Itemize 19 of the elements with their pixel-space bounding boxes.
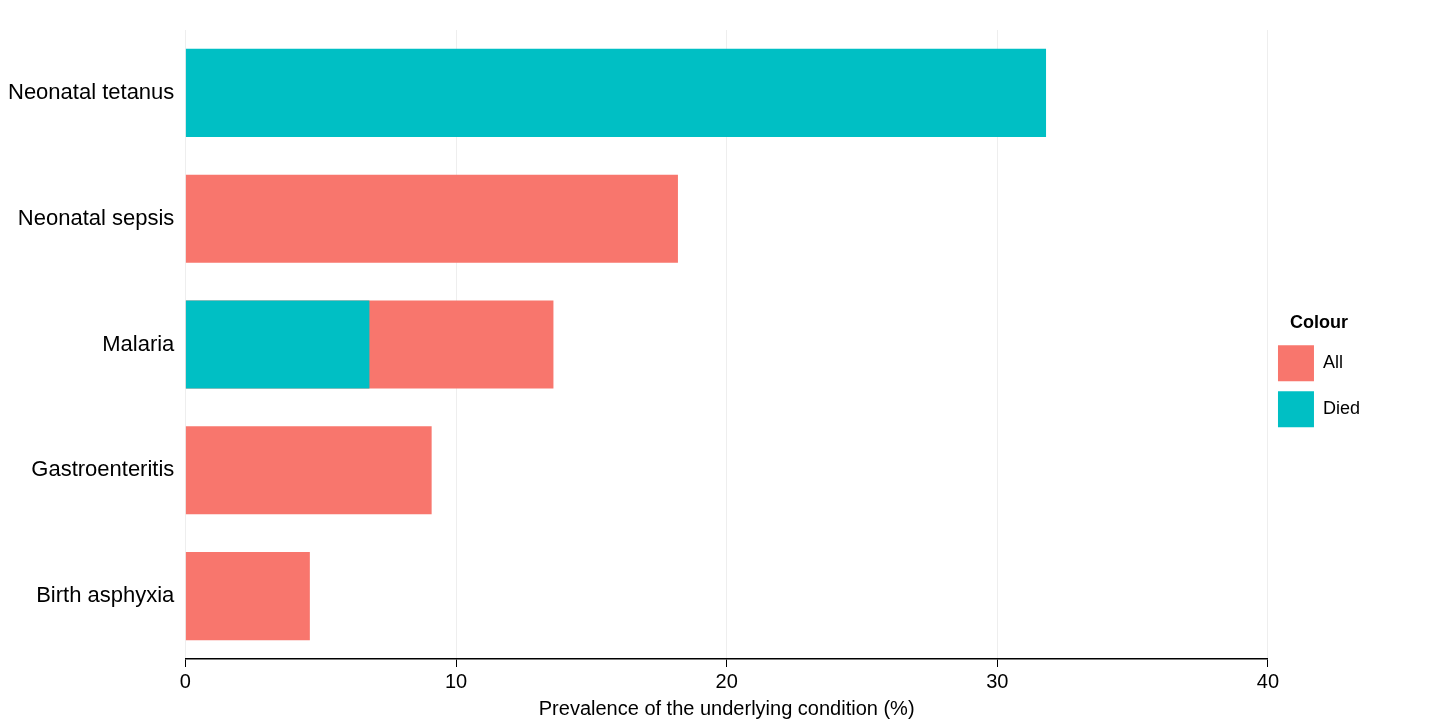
y-tick-label: Neonatal sepsis (17, 204, 175, 230)
y-tick-label: Malaria (102, 330, 176, 356)
y-tick-label: Neonatal tetanus (8, 78, 175, 104)
bar (185, 552, 310, 641)
legend-title: Colour (1289, 311, 1348, 332)
legend-label: Died (1322, 398, 1361, 419)
bar (185, 48, 1047, 137)
x-axis-title: Prevalence of the underlying condition (%) (538, 696, 915, 719)
y-tick-label: Birth asphyxia (36, 582, 176, 608)
x-tick-label: 10 (444, 669, 468, 692)
x-tick-label: 20 (715, 669, 738, 692)
legend-label: All (1322, 352, 1343, 373)
x-tick-label: 30 (986, 669, 1009, 692)
x-tick-label: 40 (1256, 669, 1280, 692)
bar (185, 426, 432, 515)
bar (185, 174, 678, 263)
y-tick-label: Gastroenteritis (31, 456, 175, 482)
x-tick-label: 0 (179, 669, 191, 692)
bar (185, 300, 370, 389)
